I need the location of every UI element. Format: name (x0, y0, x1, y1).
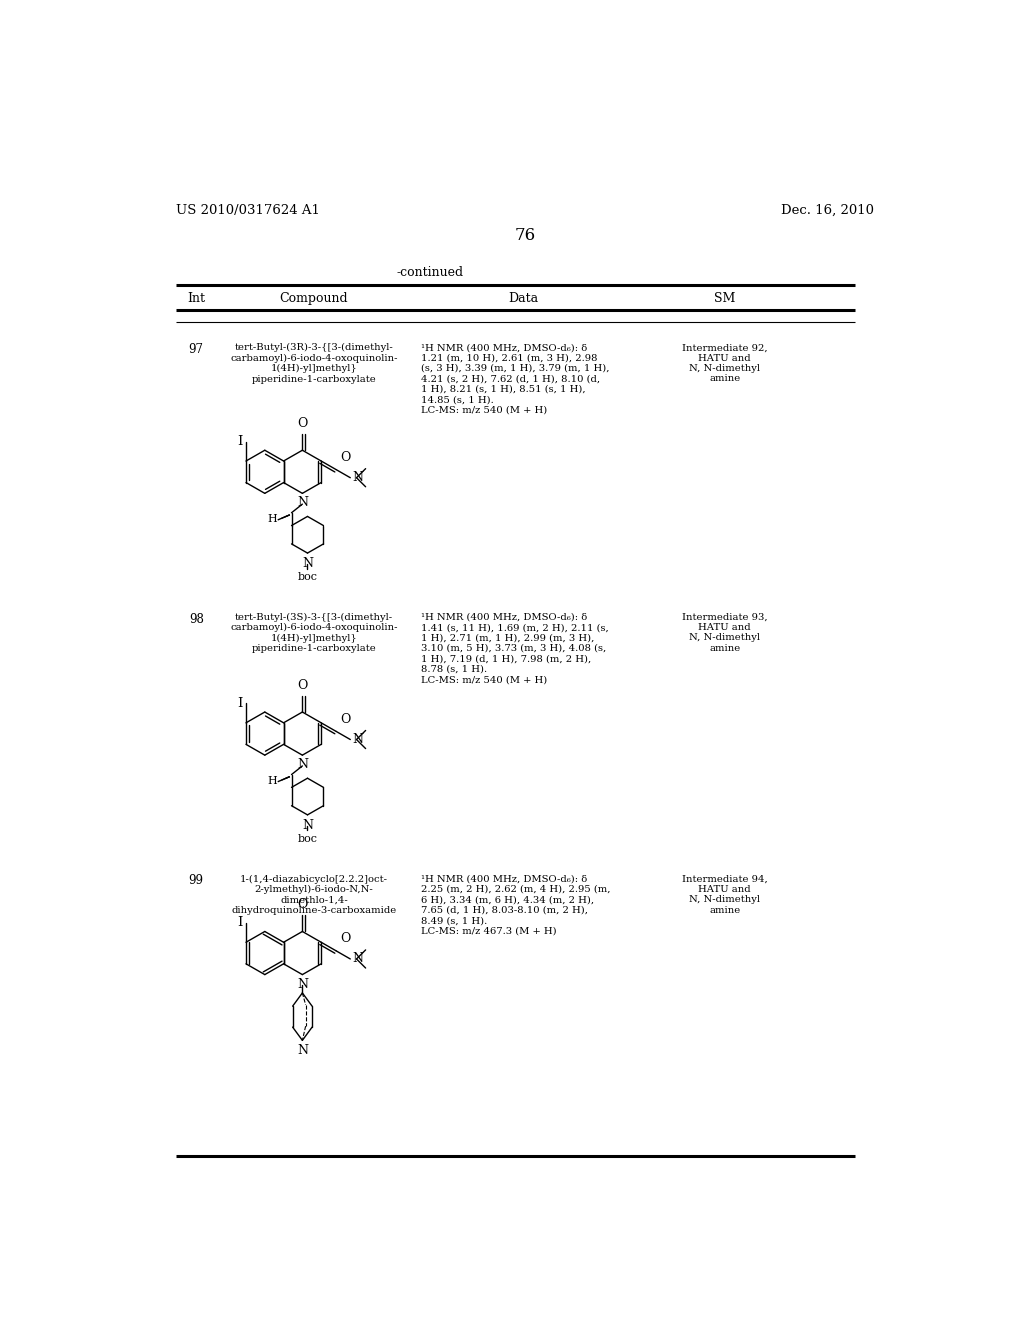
Text: O: O (340, 451, 350, 465)
Text: Dec. 16, 2010: Dec. 16, 2010 (780, 205, 873, 218)
Text: O: O (297, 899, 307, 911)
Text: I: I (237, 697, 242, 710)
Text: O: O (340, 932, 350, 945)
Text: N: N (297, 1044, 308, 1057)
Text: 1-(1,4-diazabicyclo[2.2.2]oct-
2-ylmethyl)-6-iodo-N,N-
dimethlo-1,4-
dihydroquin: 1-(1,4-diazabicyclo[2.2.2]oct- 2-ylmethy… (231, 874, 396, 915)
Text: -continued: -continued (396, 265, 464, 279)
Text: boc: boc (298, 573, 317, 582)
Text: I: I (237, 916, 242, 929)
Text: ¹H NMR (400 MHz, DMSO-d₆): δ
1.21 (m, 10 H), 2.61 (m, 3 H), 2.98
(s, 3 H), 3.39 : ¹H NMR (400 MHz, DMSO-d₆): δ 1.21 (m, 10… (421, 343, 609, 414)
Text: 98: 98 (188, 612, 204, 626)
Text: ¹H NMR (400 MHz, DMSO-d₆): δ
2.25 (m, 2 H), 2.62 (m, 4 H), 2.95 (m,
6 H), 3.34 (: ¹H NMR (400 MHz, DMSO-d₆): δ 2.25 (m, 2 … (421, 874, 610, 936)
Text: N: N (297, 496, 308, 510)
Text: N: N (297, 758, 308, 771)
Text: US 2010/0317624 A1: US 2010/0317624 A1 (176, 205, 319, 218)
Text: N: N (352, 471, 362, 484)
Text: N: N (352, 733, 362, 746)
Text: N: N (297, 978, 308, 991)
Text: N: N (302, 818, 313, 832)
Text: Compound: Compound (280, 292, 348, 305)
Text: N: N (302, 557, 313, 570)
Text: Intermediate 94,
HATU and
N, N-dimethyl
amine: Intermediate 94, HATU and N, N-dimethyl … (682, 874, 768, 915)
Text: tert-Butyl-(3R)-3-{[3-(dimethyl-
carbamoyl)-6-iodo-4-oxoquinolin-
1(4H)-yl]methy: tert-Butyl-(3R)-3-{[3-(dimethyl- carbamo… (230, 343, 397, 384)
Text: I: I (237, 436, 242, 447)
Text: Data: Data (508, 292, 539, 305)
Text: 97: 97 (188, 343, 204, 356)
Text: Intermediate 92,
HATU and
N, N-dimethyl
amine: Intermediate 92, HATU and N, N-dimethyl … (682, 343, 768, 383)
Text: O: O (297, 678, 307, 692)
Text: 99: 99 (188, 874, 204, 887)
Text: H: H (268, 776, 278, 785)
Text: 76: 76 (514, 227, 536, 244)
Text: O: O (297, 417, 307, 430)
Text: Intermediate 93,
HATU and
N, N-dimethyl
amine: Intermediate 93, HATU and N, N-dimethyl … (682, 612, 768, 653)
Text: SM: SM (714, 292, 735, 305)
Text: boc: boc (298, 834, 317, 845)
Text: tert-Butyl-(3S)-3-{[3-(dimethyl-
carbamoyl)-6-iodo-4-oxoquinolin-
1(4H)-yl]methy: tert-Butyl-(3S)-3-{[3-(dimethyl- carbamo… (230, 612, 397, 653)
Text: Int: Int (187, 292, 205, 305)
Text: H: H (268, 513, 278, 524)
Text: ¹H NMR (400 MHz, DMSO-d₆): δ
1.41 (s, 11 H), 1.69 (m, 2 H), 2.11 (s,
1 H), 2.71 : ¹H NMR (400 MHz, DMSO-d₆): δ 1.41 (s, 11… (421, 612, 608, 684)
Text: O: O (340, 713, 350, 726)
Text: N: N (352, 953, 362, 965)
